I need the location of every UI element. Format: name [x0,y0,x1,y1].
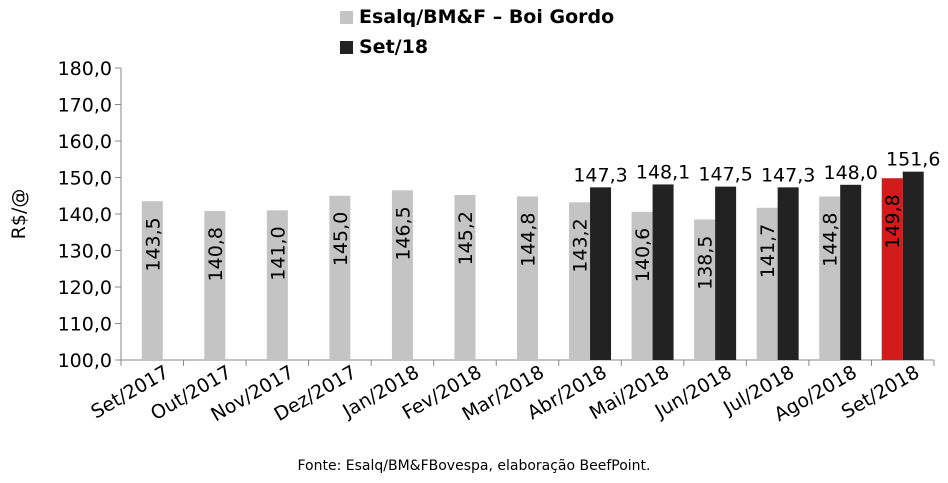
data-label-esalq: 146,5 [392,206,414,260]
bar-esalq [756,207,778,360]
bar-esalq [819,196,841,360]
bar-esalq [141,201,163,360]
data-label-esalq: 140,6 [632,228,654,282]
data-label-set18: 147,3 [761,164,815,186]
y-tick-label: 160,0 [58,131,112,153]
y-tick-label: 100,0 [58,350,112,372]
bar-set18 [715,186,737,360]
data-label-set18: 151,6 [886,149,940,171]
data-label-esalq: 141,7 [757,224,779,278]
bar-esalq [694,219,716,360]
data-label-set18: 147,5 [698,164,752,186]
bar-esalq [569,202,591,360]
bar-esalq [631,211,653,360]
bar-set18 [840,184,862,360]
bar-esalq [454,195,476,360]
data-label-esalq: 141,0 [267,226,289,280]
bar-esalq [204,211,226,360]
bar-esalq [391,190,413,360]
y-tick-label: 110,0 [58,314,112,336]
data-label-esalq: 144,8 [518,212,540,266]
bar-esalq [329,195,351,360]
legend-item-set18: Set/18 [340,32,614,62]
data-label-esalq: 149,8 [882,194,904,248]
data-label-esalq: 140,8 [205,227,227,281]
bar-chart: 100,0 110,0 120,0 130,0 140,0 150,0 160,0 170,0… [8,58,940,426]
legend-label-esalq: Esalq/BM&F – Boi Gordo [359,6,615,28]
y-tick-label: 120,0 [58,277,112,299]
y-tick-label: 150,0 [58,168,112,190]
data-label-set18: 147,3 [573,164,627,186]
y-tick-label: 170,0 [58,95,112,117]
data-label-set18: 148,0 [823,162,877,184]
bar-set18 [902,171,924,360]
bar-set18 [652,184,674,360]
bar-set18 [777,187,799,360]
legend-label-set18: Set/18 [359,36,429,58]
source-note: Fonte: Esalq/BM&FBovespa, elaboração Bee… [297,458,651,474]
y-tick-label: 130,0 [58,241,112,263]
chart-legend: Esalq/BM&F – Boi Gordo Set/18 [340,2,614,62]
data-label-esalq: 145,2 [455,211,477,265]
bar-set18 [590,187,612,360]
legend-swatch-set18 [340,40,353,54]
data-label-esalq: 144,8 [820,212,842,266]
data-label-esalq: 143,5 [142,217,164,271]
y-tick-label: 140,0 [58,204,112,226]
bar-esalq [266,210,288,360]
data-label-esalq: 145,0 [330,212,352,266]
legend-item-esalq: Esalq/BM&F – Boi Gordo [340,2,614,32]
data-label-esalq: 138,5 [695,235,717,289]
y-tick-label: 180,0 [58,58,112,80]
data-label-set18: 148,1 [636,161,690,183]
legend-swatch-esalq [340,10,353,24]
y-axis-label: R$/@ [8,189,30,240]
bar-esalq [881,178,903,360]
bar-esalq [517,196,538,360]
data-label-esalq: 143,2 [570,218,592,272]
